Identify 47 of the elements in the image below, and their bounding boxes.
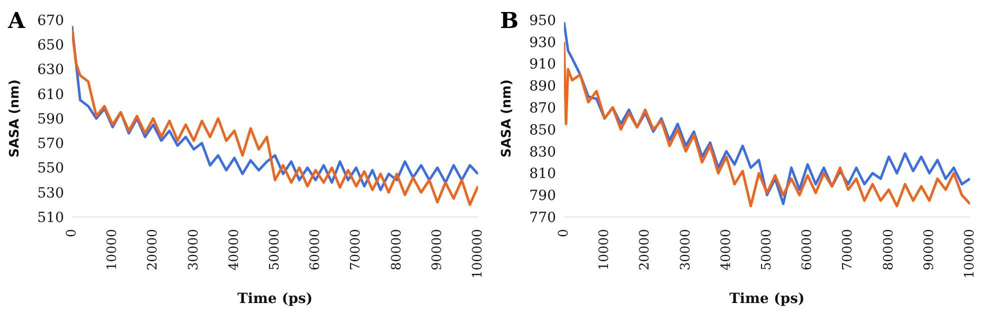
x-tick-label: 30000: [678, 229, 694, 270]
x-tick-label: 40000: [718, 229, 734, 270]
y-tick-label: 890: [529, 78, 556, 95]
x-tick-label: 10000: [105, 229, 120, 270]
y-axis-title: SASA (nm): [8, 79, 23, 158]
x-tick-label: 20000: [638, 229, 653, 270]
x-tick-label: 70000: [840, 229, 856, 270]
y-tick-label: 670: [37, 12, 64, 29]
x-tick-label: 100000: [470, 229, 486, 279]
y-tick-label: 630: [37, 62, 64, 78]
x-tick-label: 40000: [226, 229, 242, 270]
y-tick-label: 930: [529, 34, 556, 51]
y-tick-label: 550: [37, 160, 64, 177]
y-tick-label: 870: [529, 100, 556, 117]
y-tick-label: 950: [529, 12, 556, 29]
x-tick-label: 70000: [348, 229, 364, 270]
y-tick-label: 530: [37, 185, 64, 202]
x-tick-label: 90000: [922, 229, 937, 270]
x-axis-title: Time (ps): [729, 291, 805, 307]
x-tick-label: 50000: [760, 229, 774, 270]
x-tick-label: 60000: [800, 229, 816, 270]
y-tick-label: 610: [37, 86, 64, 103]
chart-title: A: [8, 8, 26, 34]
x-tick-label: 10000: [597, 229, 612, 270]
x-tick-label: 90000: [430, 229, 445, 270]
y-tick-label: 510: [37, 210, 64, 226]
y-tick-label: 790: [529, 188, 556, 204]
x-tick-label: 80000: [389, 229, 404, 270]
y-tick-label: 650: [37, 38, 64, 54]
x-axis-title: Time (ps): [237, 291, 313, 307]
x-tick-label: 60000: [308, 229, 324, 270]
y-tick-label: 850: [529, 122, 556, 138]
y-tick-label: 810: [529, 166, 556, 182]
x-tick-label: 50000: [268, 229, 282, 270]
chart-title: B: [500, 8, 519, 34]
y-tick-label: 830: [529, 144, 556, 160]
x-tick-label: 30000: [186, 229, 202, 270]
x-tick-label: 80000: [881, 229, 896, 270]
y-tick-label: 570: [37, 136, 64, 152]
x-tick-label: 0: [556, 229, 572, 238]
y-tick-label: 590: [37, 111, 64, 128]
y-axis-title: SASA (nm): [500, 79, 515, 158]
y-tick-label: 770: [529, 210, 556, 226]
x-tick-label: 20000: [146, 229, 161, 270]
x-tick-label: 0: [64, 229, 80, 238]
y-tick-label: 910: [529, 56, 556, 73]
x-tick-label: 100000: [962, 229, 978, 279]
